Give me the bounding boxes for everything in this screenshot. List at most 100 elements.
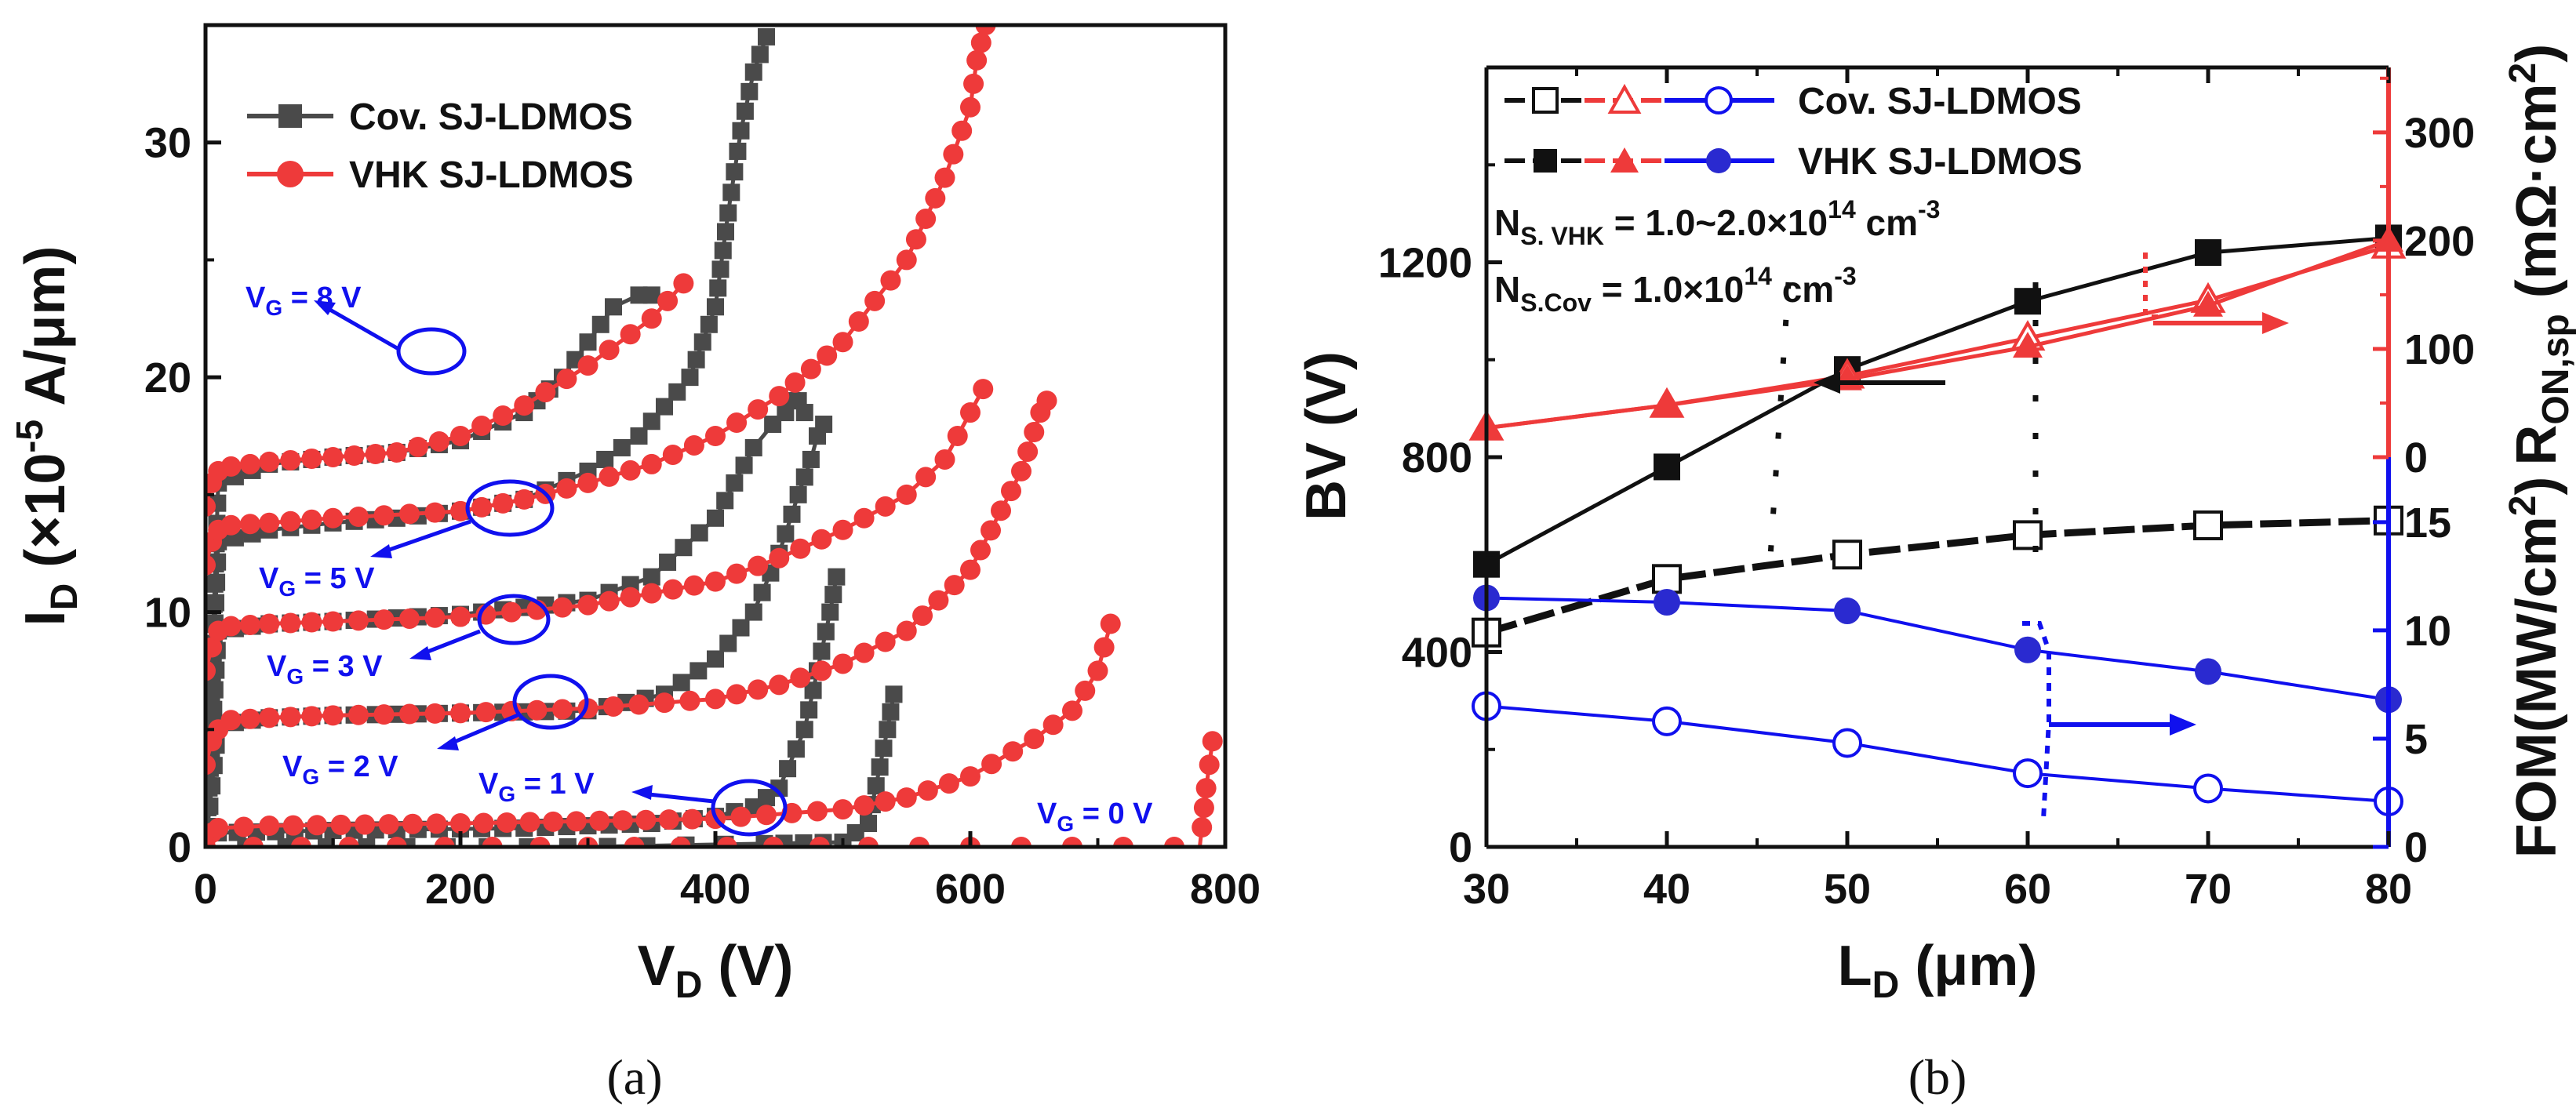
cov-vg0-point <box>317 838 335 847</box>
panel-b-left-ticks: 0 400 800 1200 <box>1378 163 1502 871</box>
panel-b-y-right-label: FOM(MW/cm2)RON,sp (mΩ·cm2) <box>2502 44 2576 858</box>
cov-bv-point <box>1832 540 1862 570</box>
cov-vg2-point <box>689 662 708 680</box>
vhk-vg8-point <box>493 405 514 427</box>
vhk-vg2-point <box>322 705 344 726</box>
vg3-label: VG = 3 V <box>267 650 383 688</box>
vhk-vg0-point <box>1195 778 1217 799</box>
panel-a-y-tick-label: 0 <box>168 824 191 871</box>
cov-vg5-point <box>642 412 660 431</box>
vhk-vg2-series <box>206 391 1057 776</box>
vhk-vg1-point <box>589 810 610 831</box>
cov-vg0-point <box>358 838 376 847</box>
vhk-vg2-point <box>960 559 981 580</box>
ron-axis-indicator <box>2143 253 2161 323</box>
vhk-vg5-point <box>960 96 981 118</box>
vg1-arrow <box>641 791 715 804</box>
cov-vg5-point <box>719 204 737 222</box>
panel-a-legend-vhk-marker <box>277 161 304 187</box>
vhk-vg3-point <box>769 547 790 569</box>
vhk-vg5-point <box>848 311 869 332</box>
cov-vg5-point <box>744 63 762 81</box>
panel-b-right-top-tick-label: 300 <box>2404 110 2475 157</box>
vhk-vg5-point <box>817 345 838 366</box>
cov-vg3-point <box>735 456 753 474</box>
vhk-vg0-point <box>1199 754 1220 776</box>
vhk-vg5-point <box>556 478 577 499</box>
vhk-vg0-point <box>386 837 407 847</box>
vhk-vg3-point <box>259 613 280 634</box>
cov-vg5-point <box>668 383 686 401</box>
vhk-vg5-point <box>373 505 395 526</box>
cov-vg5-point <box>613 438 631 456</box>
vhk-vg3-point <box>973 379 994 400</box>
panel-b-legend-entry-cov: Cov. SJ-LDMOS <box>1504 81 2082 122</box>
cov-vg0-point <box>871 758 889 776</box>
vhk-vg3-point <box>641 583 662 604</box>
cov-vg5-point <box>722 183 740 202</box>
vhk-vg8-point <box>514 395 535 416</box>
panel-a-x-tick-label: 200 <box>425 866 496 913</box>
vhk-vg2-point <box>280 707 301 728</box>
vhk-vg1-point <box>682 808 703 830</box>
cov-vg5-point <box>732 122 750 140</box>
vhk-vg5-point <box>259 512 280 533</box>
vhk-vg8-point <box>577 355 599 376</box>
vhk-vg2-point <box>1036 391 1057 412</box>
vhk-vg1-point <box>960 766 981 787</box>
vhk-vg3-point <box>599 590 620 612</box>
cov-vg5-point <box>711 260 730 278</box>
cov-bv-point <box>2193 510 2223 540</box>
vhk-ronsp-line <box>1486 238 2389 431</box>
vhk-vg0-point <box>624 837 645 847</box>
vhk-vg5-point <box>322 507 344 529</box>
cov-vg5-point <box>709 279 727 297</box>
vhk-vg3-point <box>424 607 446 628</box>
panel-b-right-bottom-tick-label: 10 <box>2404 608 2451 655</box>
panel-a-legend: Cov. SJ-LDMOS VHK SJ-LDMOS <box>247 96 634 196</box>
cov-vg0-point <box>867 777 885 795</box>
vg3-arrow <box>419 629 481 657</box>
cov-vg0-point <box>875 739 893 758</box>
vhk-vg5-point <box>769 386 790 407</box>
cov-vg5-point <box>656 398 673 416</box>
panel-b-axis-indicators <box>1766 253 2289 820</box>
vg8-label: VG = 8 V <box>246 282 362 320</box>
vhk-vg8-point <box>322 446 344 467</box>
cov-vg2-point <box>206 797 219 816</box>
vhk-vg1-point <box>378 814 399 835</box>
vhk-vg8-point <box>450 426 471 446</box>
cov-vg1-point <box>824 586 842 604</box>
cov-vg2-point <box>795 468 813 486</box>
vhk-vg5-point <box>896 249 917 271</box>
panel-a-x-tick-label: 0 <box>194 866 217 913</box>
vg2-arrow-head <box>437 736 459 750</box>
vhk-vg3-point <box>683 575 704 596</box>
vhk-vg2-point <box>790 667 811 688</box>
vhk-vg3-point <box>790 538 811 559</box>
vhk-vg3-point <box>301 612 322 633</box>
vg3-arrow-head <box>409 646 431 660</box>
vhk-vg2-point <box>853 642 875 663</box>
vhk-vg0-point <box>1192 817 1213 838</box>
vhk-vg3-point <box>450 606 471 627</box>
panel-b-right-top-tick-label: 200 <box>2404 218 2475 265</box>
vhk-vg2-point <box>424 703 446 724</box>
cov-vg2-point <box>777 525 795 543</box>
fom-axis-arrow-head <box>2170 714 2196 736</box>
vhk-vg0-point <box>434 837 455 847</box>
vhk-vg2-point <box>769 674 790 696</box>
vhk-vg1-point <box>307 815 328 836</box>
vhk-vg5-point <box>493 492 514 514</box>
panel-a-y-tick-label: 10 <box>144 590 191 637</box>
ron-axis-arrow-head <box>2262 312 2289 334</box>
vhk-vg1-point <box>355 814 376 835</box>
cov-vg3-point <box>726 474 744 492</box>
vhk-vg5-point <box>301 509 322 530</box>
vhk-vg8-point <box>301 448 322 469</box>
vhk-vg0-point <box>242 837 264 847</box>
vhk-vg3-line <box>206 387 985 672</box>
vhk-vg1-point <box>208 818 229 839</box>
cov-vg0-point <box>398 838 416 847</box>
vhk-vg2-point <box>928 590 949 611</box>
